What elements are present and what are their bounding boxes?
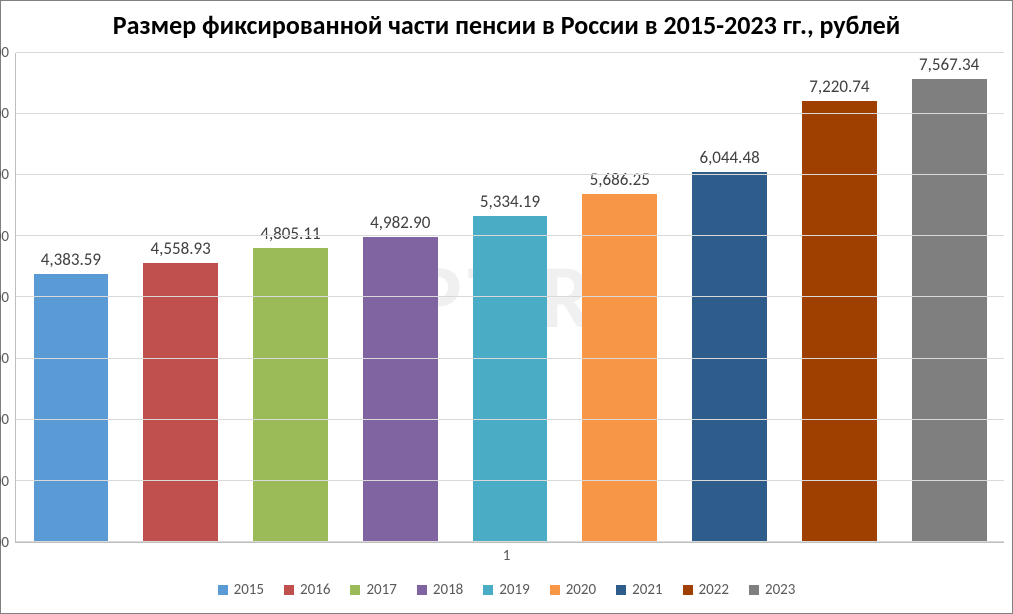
bar-slot: 4,383.59 [19, 53, 123, 542]
legend-item: 2015 [218, 581, 264, 599]
chart-title: Размер фиксированной части пенсии в Росс… [1, 1, 1012, 45]
legend-swatch [749, 585, 759, 595]
legend-item: 2021 [616, 581, 662, 599]
bar-data-label: 6,044.48 [699, 147, 759, 168]
bar-slot: 5,686.25 [568, 53, 672, 542]
bar-data-label: 4,558.93 [151, 238, 211, 259]
bar [912, 79, 987, 542]
legend-item: 2017 [350, 581, 396, 599]
bar [363, 237, 438, 542]
legend-item: 2023 [749, 581, 795, 599]
chart-container: Размер фиксированной части пенсии в Росс… [0, 0, 1013, 614]
legend-label: 2019 [499, 581, 529, 599]
legend-item: 2022 [683, 581, 729, 599]
legend-swatch [417, 585, 427, 595]
bar-slot: 4,982.90 [348, 53, 452, 542]
legend-label: 2015 [234, 581, 264, 599]
bar [253, 248, 328, 542]
legend-swatch [284, 585, 294, 595]
legend-swatch [218, 585, 228, 595]
bar-slot: 7,220.74 [787, 53, 891, 542]
legend-label: 2023 [765, 581, 795, 599]
bar-slot: 4,558.93 [129, 53, 233, 542]
bar-data-label: 7,220.74 [809, 76, 869, 97]
bar [802, 101, 877, 542]
legend: 2015 2016 2017 2018 2019 2020 2021 2022 2023 [1, 571, 1012, 613]
legend-swatch [683, 585, 693, 595]
legend-label: 2018 [433, 581, 463, 599]
legend-swatch [616, 585, 626, 595]
legend-label: 2020 [566, 581, 596, 599]
legend-label: 2017 [366, 581, 396, 599]
bar-data-label: 5,686.25 [590, 169, 650, 190]
legend-swatch [483, 585, 493, 595]
bar [582, 194, 657, 542]
x-category-label: 1 [1, 543, 1012, 571]
legend-item: 2016 [284, 581, 330, 599]
bar [473, 216, 548, 542]
legend-label: 2022 [699, 581, 729, 599]
bar [143, 263, 218, 542]
bar [34, 274, 109, 542]
bar-data-label: 4,982.90 [370, 212, 430, 233]
legend-swatch [550, 585, 560, 595]
legend-label: 2016 [300, 581, 330, 599]
bar-slot: 7,567.34 [897, 53, 1001, 542]
plot-area: PPT.RU 4,383.594,558.934,805.114,982.905… [15, 53, 1004, 543]
legend-swatch [350, 585, 360, 595]
legend-item: 2020 [550, 581, 596, 599]
bars-group: 4,383.59 4,558.93 4,805.11 4,982.90 5,334.19… [16, 53, 1004, 542]
bar-slot: 4,805.11 [239, 53, 343, 542]
bar-slot: 5,334.19 [458, 53, 562, 542]
bar-data-label: 4,805.11 [260, 223, 320, 244]
bar-data-label: 5,334.19 [480, 191, 540, 212]
bar-slot: 6,044.48 [678, 53, 782, 542]
bar-data-label: 7,567.34 [919, 54, 979, 75]
bar-data-label: 4,383.59 [41, 249, 101, 270]
legend-item: 2018 [417, 581, 463, 599]
bar [692, 172, 767, 542]
legend-item: 2019 [483, 581, 529, 599]
plot-zone: 8,000.007,000.006,000.005,000.004,000.00… [1, 45, 1012, 543]
legend-label: 2021 [632, 581, 662, 599]
